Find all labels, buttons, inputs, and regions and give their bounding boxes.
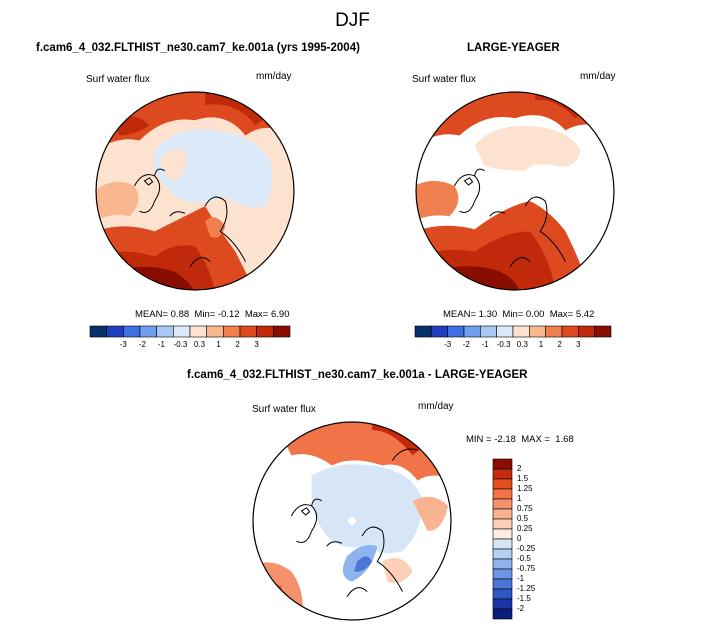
colorbar-tick-label: 0 bbox=[517, 534, 522, 543]
colorbar-swatch bbox=[496, 325, 514, 338]
colorbar-swatch bbox=[492, 498, 513, 510]
colorbar-swatch bbox=[492, 608, 513, 620]
colorbar-swatch bbox=[106, 325, 124, 338]
colorbar-swatch bbox=[273, 325, 291, 338]
difference-colorbar bbox=[492, 458, 513, 620]
colorbar-swatch bbox=[492, 538, 513, 550]
colorbar-swatch bbox=[173, 325, 191, 338]
colorbar-swatch bbox=[431, 325, 448, 338]
colorbar-swatch bbox=[492, 578, 513, 590]
colorbar-tick-label: -1.5 bbox=[517, 594, 531, 603]
colorbar-swatch bbox=[156, 325, 174, 338]
colorbar-swatch bbox=[492, 588, 513, 600]
colorbar-swatch bbox=[89, 325, 107, 338]
colorbar-tick-label: -0.5 bbox=[517, 554, 531, 563]
reference-polar-map bbox=[415, 91, 615, 291]
test-panel-title: f.cam6_4_032.FLTHIST_ne30.cam7_ke.001a (… bbox=[36, 42, 360, 54]
colorbar-swatch bbox=[223, 325, 241, 338]
colorbar-tick-label: -1 bbox=[157, 340, 165, 349]
colorbar-swatch bbox=[189, 325, 207, 338]
colorbar-tick-label: 2 bbox=[235, 340, 240, 349]
difference-variable-label: Surf water flux bbox=[252, 404, 316, 415]
colorbar-swatch bbox=[239, 325, 257, 338]
colorbar-tick-label: 1.25 bbox=[517, 484, 533, 493]
colorbar-tick-label: 2 bbox=[557, 340, 562, 349]
test-polar-map bbox=[95, 91, 295, 291]
colorbar-swatch bbox=[492, 458, 513, 470]
colorbar-swatch bbox=[463, 325, 481, 338]
colorbar-tick-label: -2 bbox=[517, 604, 525, 613]
colorbar-swatch bbox=[492, 468, 513, 480]
colorbar-tick-label: 1.5 bbox=[517, 474, 529, 483]
colorbar-tick-label: 0.5 bbox=[517, 514, 529, 523]
colorbar-swatch bbox=[594, 325, 612, 338]
colorbar-swatch bbox=[480, 325, 497, 338]
colorbar-tick-label: -0.3 bbox=[496, 340, 511, 349]
colorbar-tick-label: 1 bbox=[517, 494, 522, 503]
colorbar-swatch bbox=[561, 325, 579, 338]
colorbar-tick-label: -2 bbox=[138, 340, 146, 349]
colorbar-tick-label: 3 bbox=[254, 340, 259, 349]
test-units-label: mm/day bbox=[256, 71, 292, 82]
colorbar-swatch bbox=[123, 325, 141, 338]
colorbar-tick-label: -0.3 bbox=[173, 340, 188, 349]
colorbar-tick-label: 0.75 bbox=[517, 504, 533, 513]
colorbar-swatch bbox=[206, 325, 224, 338]
colorbar-swatch bbox=[529, 325, 546, 338]
figure-title: DJF bbox=[335, 10, 370, 31]
colorbar-swatch bbox=[492, 488, 513, 500]
colorbar-swatch bbox=[545, 325, 563, 338]
colorbar-tick-label: 2 bbox=[517, 464, 522, 473]
reference-units-label: mm/day bbox=[580, 71, 616, 82]
colorbar-swatch bbox=[492, 558, 513, 570]
reference-panel-title: LARGE-YEAGER bbox=[467, 42, 560, 54]
colorbar-swatch bbox=[447, 325, 465, 338]
colorbar-tick-label: -3 bbox=[119, 340, 127, 349]
colorbar-swatch bbox=[492, 518, 513, 530]
colorbar-tick-label: -1.25 bbox=[517, 584, 536, 593]
test-variable-label: Surf water flux bbox=[86, 74, 150, 85]
difference-panel-title: f.cam6_4_032.FLTHIST_ne30.cam7_ke.001a -… bbox=[187, 369, 528, 381]
colorbar-swatch bbox=[139, 325, 157, 338]
colorbar-swatch bbox=[578, 325, 595, 338]
colorbar-swatch bbox=[492, 508, 513, 520]
difference-units-label: mm/day bbox=[418, 401, 454, 412]
colorbar-tick-label: -1 bbox=[481, 340, 489, 349]
colorbar-swatch bbox=[492, 568, 513, 580]
colorbar-swatch bbox=[492, 548, 513, 560]
colorbar-tick-label: -0.75 bbox=[517, 564, 536, 573]
colorbar-tick-label: 1 bbox=[538, 340, 544, 349]
colorbar-swatch bbox=[492, 528, 513, 540]
colorbar-tick-label: -2 bbox=[462, 340, 470, 349]
reference-colorbar bbox=[414, 325, 612, 338]
colorbar-tick-label: 0.25 bbox=[517, 524, 533, 533]
colorbar-tick-label: 1 bbox=[216, 340, 221, 349]
colorbar-tick-label: 0.3 bbox=[193, 340, 206, 349]
difference-polar-map bbox=[252, 421, 452, 621]
test-stats: MEAN= 0.88 Min= -0.12 Max= 6.90 bbox=[135, 309, 290, 320]
reference-variable-label: Surf water flux bbox=[412, 74, 476, 85]
colorbar-tick-label: 3 bbox=[576, 340, 581, 349]
colorbar-tick-label: -0.25 bbox=[517, 544, 536, 553]
reference-stats: MEAN= 1.30 Min= 0.00 Max= 5.42 bbox=[443, 309, 595, 320]
colorbar-tick-label: -1 bbox=[517, 574, 525, 583]
colorbar-swatch bbox=[492, 598, 513, 610]
colorbar-swatch bbox=[414, 325, 432, 338]
test-colorbar bbox=[89, 325, 291, 338]
colorbar-swatch bbox=[492, 478, 513, 490]
colorbar-tick-label: 0.3 bbox=[516, 340, 528, 349]
colorbar-swatch bbox=[256, 325, 274, 338]
difference-stats: MIN = -2.18 MAX = 1.68 bbox=[466, 434, 574, 445]
colorbar-tick-label: -3 bbox=[444, 340, 452, 349]
colorbar-swatch bbox=[512, 325, 530, 338]
